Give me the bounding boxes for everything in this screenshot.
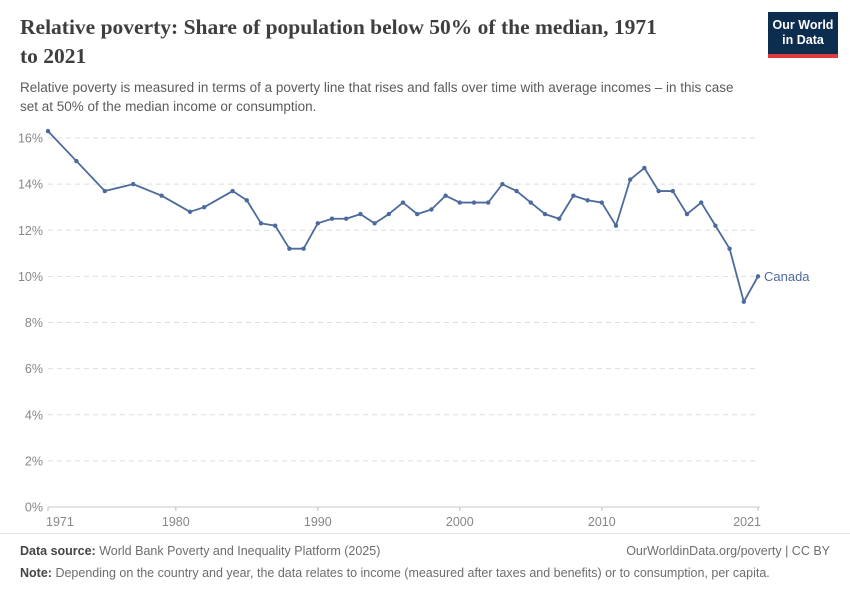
series-label-canada[interactable]: Canada — [764, 269, 810, 284]
data-source-value: World Bank Poverty and Inequality Platfo… — [99, 544, 381, 558]
data-point[interactable] — [400, 200, 406, 205]
owid-logo-line1: Our World — [772, 18, 834, 32]
note-value: Depending on the country and year, the d… — [55, 565, 770, 580]
data-point[interactable] — [187, 209, 193, 214]
data-point[interactable] — [713, 223, 718, 228]
data-point[interactable] — [613, 223, 619, 228]
data-point[interactable] — [727, 246, 732, 251]
data-point[interactable] — [500, 181, 505, 187]
data-point[interactable] — [656, 188, 661, 194]
data-point[interactable] — [358, 211, 363, 217]
data-point[interactable] — [755, 274, 761, 279]
data-point[interactable] — [244, 198, 249, 203]
data-point[interactable] — [457, 200, 462, 205]
data-point[interactable] — [258, 221, 264, 226]
owid-logo-line2: in Data — [782, 33, 824, 48]
data-point[interactable] — [542, 211, 548, 217]
y-axis-label: 2% — [25, 454, 43, 468]
chart-footer: Data source: World Bank Poverty and Ineq… — [0, 533, 850, 582]
data-point[interactable] — [571, 193, 576, 198]
y-axis-label: 4% — [25, 408, 43, 422]
data-point[interactable] — [287, 246, 292, 251]
data-point[interactable] — [642, 165, 647, 171]
chart-header: Relative poverty: Share of population be… — [20, 13, 750, 117]
data-source-label: Data source: — [20, 544, 96, 558]
data-point[interactable] — [699, 200, 704, 205]
data-point[interactable] — [557, 216, 562, 221]
note-label: Note: — [20, 565, 52, 580]
data-point[interactable] — [514, 188, 519, 194]
data-point[interactable] — [372, 221, 377, 226]
x-axis-label: 1980 — [162, 515, 190, 529]
data-point[interactable] — [329, 216, 335, 221]
data-point[interactable] — [301, 246, 306, 251]
line-chart: 0% 2% 4% 6% 8% 10% 12% 14% 16% 1971 1980 1990 2000 20… — [18, 128, 810, 529]
data-point[interactable] — [230, 188, 235, 194]
data-point[interactable] — [486, 200, 491, 205]
data-point[interactable] — [741, 299, 746, 304]
data-point[interactable] — [585, 198, 590, 203]
data-point[interactable] — [344, 216, 349, 221]
data-point[interactable] — [443, 193, 448, 198]
owid-logo[interactable]: Our World in Data — [768, 12, 838, 58]
y-axis-label: 12% — [18, 224, 43, 238]
y-axis-label: 6% — [25, 362, 43, 376]
y-axis-label: 16% — [18, 132, 43, 146]
footer-note-row: Note: Depending on the country and year,… — [20, 565, 830, 582]
data-point[interactable] — [599, 200, 604, 205]
x-axis-label: 1990 — [304, 515, 332, 529]
chart-subtitle: Relative poverty is measured in terms of… — [20, 80, 734, 115]
data-point[interactable] — [684, 211, 690, 217]
data-point[interactable] — [670, 188, 675, 194]
data-point[interactable] — [386, 211, 391, 217]
data-point[interactable] — [628, 177, 633, 182]
x-axis-label: 1971 — [46, 515, 74, 529]
data-source: Data source: World Bank Poverty and Ineq… — [20, 543, 380, 560]
y-axis-label: 10% — [18, 270, 43, 284]
owid-link[interactable]: OurWorldinData.org/poverty | CC BY — [626, 544, 830, 558]
y-axis-label: 14% — [18, 178, 43, 192]
y-axis-label: 0% — [25, 501, 43, 515]
x-axis-label: 2010 — [588, 515, 616, 529]
data-point[interactable] — [528, 200, 533, 205]
data-point[interactable] — [429, 207, 434, 212]
data-point[interactable] — [273, 223, 278, 228]
x-axis-label: 2000 — [446, 515, 474, 529]
y-axis-label: 8% — [25, 316, 43, 330]
data-point[interactable] — [131, 181, 136, 187]
data-point[interactable] — [45, 128, 51, 134]
data-point[interactable] — [202, 204, 207, 210]
data-point[interactable] — [315, 221, 320, 226]
data-point[interactable] — [74, 158, 79, 164]
chart-title: Relative poverty: Share of population be… — [20, 15, 657, 68]
x-axis-label: 2021 — [733, 515, 761, 529]
data-point[interactable] — [159, 193, 164, 198]
data-point[interactable] — [471, 200, 477, 205]
data-point[interactable] — [102, 188, 108, 194]
footer-source-row: Data source: World Bank Poverty and Ineq… — [20, 543, 830, 560]
data-point[interactable] — [415, 211, 420, 217]
